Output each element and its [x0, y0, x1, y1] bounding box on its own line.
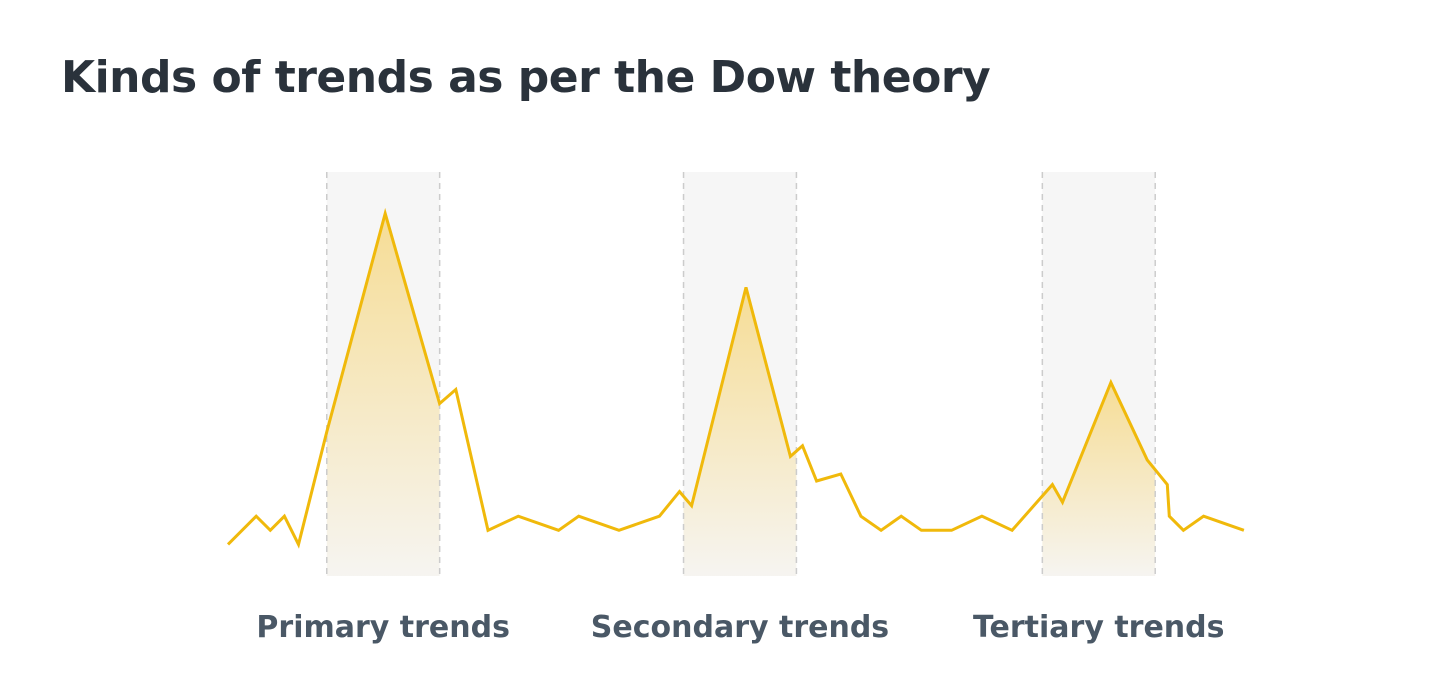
primary-trend-fill: [326, 213, 440, 576]
guide-lines: [326, 172, 1156, 576]
price-series-line: [226, 207, 1245, 549]
secondary-trend-fill: [683, 287, 797, 576]
primary-trends-label: Primary trends: [256, 610, 510, 645]
series-line-group: [226, 207, 1245, 549]
tertiary-trends-label: Tertiary trends: [973, 610, 1225, 645]
peak-fills: [326, 213, 1156, 576]
tertiary-trend-fill: [1042, 382, 1156, 576]
secondary-trends-label: Secondary trends: [590, 610, 890, 645]
chart-title: Kinds of trends as per the Dow theory: [61, 52, 991, 103]
